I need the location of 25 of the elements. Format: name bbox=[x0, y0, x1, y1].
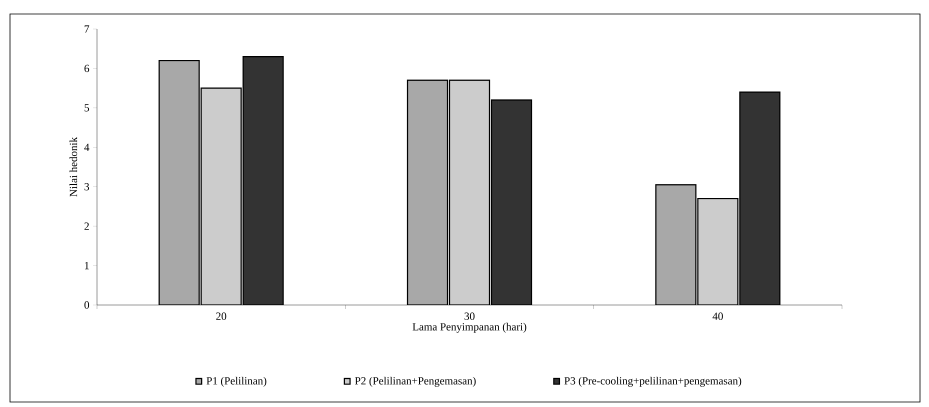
x-tick-label: 40 bbox=[712, 312, 723, 320]
bar bbox=[158, 60, 200, 306]
y-tick-label: 2 bbox=[84, 222, 89, 230]
bar bbox=[200, 88, 242, 306]
bar bbox=[490, 99, 532, 306]
y-tick-label: 3 bbox=[84, 183, 90, 190]
legend-label: P1 (Pelilinan) bbox=[206, 376, 266, 387]
y-tick-label: 6 bbox=[84, 64, 90, 72]
y-tick-label: 5 bbox=[84, 104, 90, 112]
y-tick-label: 7 bbox=[84, 25, 90, 33]
legend-label: P3 (Pre-cooling+pelilinan+pengemasan) bbox=[564, 376, 742, 387]
bar bbox=[406, 80, 448, 306]
y-tick-label: 0 bbox=[84, 301, 90, 309]
x-axis-title: Lama Penyimpanan (hari) bbox=[412, 322, 526, 333]
bar bbox=[448, 80, 490, 306]
x-tick-label: 20 bbox=[216, 312, 226, 320]
y-tick-label: 4 bbox=[84, 144, 90, 151]
bar bbox=[242, 56, 284, 306]
legend-label: P2 (Pelilinan+Pengemasan) bbox=[354, 376, 476, 387]
bar bbox=[739, 91, 780, 306]
bar bbox=[697, 198, 738, 306]
y-tick-label: 1 bbox=[84, 262, 89, 270]
x-tick-label: 30 bbox=[464, 312, 475, 320]
bar bbox=[655, 184, 696, 306]
y-axis-title: Nilai hedonik bbox=[69, 137, 78, 197]
